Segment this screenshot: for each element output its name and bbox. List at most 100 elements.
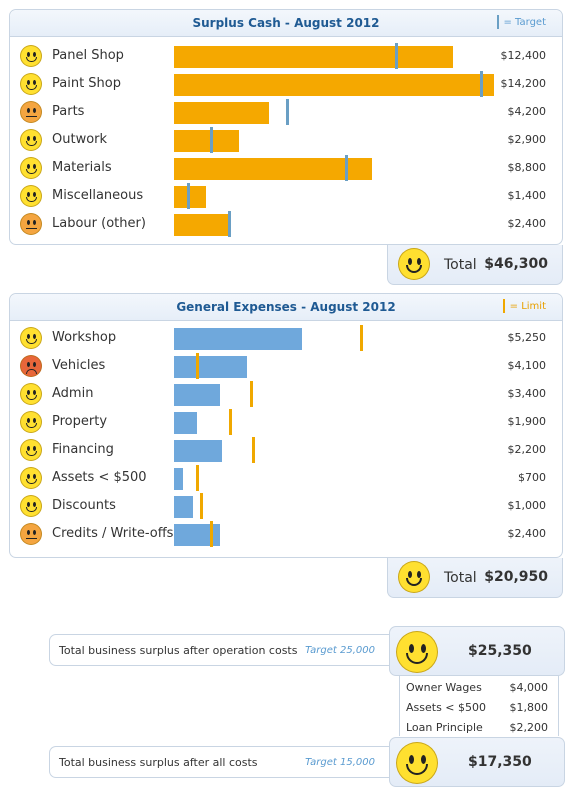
- target-marker: [228, 211, 231, 237]
- value-bar: [174, 384, 220, 406]
- row-paint-shop: Paint Shop $14,200: [10, 70, 562, 98]
- summary-target: Target 15,000: [305, 757, 375, 768]
- panel-header: General Expenses - August 2012 = Limit: [10, 294, 562, 321]
- row-amount: $1,900: [507, 415, 547, 428]
- legend-label: = Target: [503, 17, 547, 28]
- row-amount: $2,900: [507, 133, 547, 146]
- row-label: Panel Shop: [52, 48, 124, 63]
- smiley-happy-icon: [396, 631, 438, 673]
- summary-value: $17,350: [468, 754, 532, 770]
- target-marker: [210, 127, 213, 153]
- value-bar: [174, 468, 183, 490]
- smiley-happy-icon: [20, 129, 42, 151]
- summary-label: Total business surplus after operation c…: [59, 644, 298, 657]
- row-labour-other: Labour (other) $2,400: [10, 210, 562, 238]
- surplus-after-operation-box: $25,350: [389, 626, 565, 676]
- limit-marker: [250, 381, 253, 407]
- row-amount: $1,000: [507, 499, 547, 512]
- row-label: Outwork: [52, 132, 108, 147]
- row-financing: Financing $2,200: [10, 436, 562, 464]
- total-label: Total: [444, 257, 477, 273]
- smiley-sad-icon: [20, 355, 42, 377]
- deduction-label: Assets < $500: [406, 701, 487, 714]
- limit-marker: [210, 521, 213, 547]
- row-label: Financing: [52, 442, 114, 457]
- surplus-after-all-costs-box: $17,350: [389, 737, 565, 787]
- value-bar: [174, 158, 372, 180]
- surplus-total-box: Total $46,300: [387, 245, 563, 285]
- value-bar: [174, 186, 206, 208]
- panel-title: Surplus Cash - August 2012: [192, 16, 380, 30]
- deductions-list: Owner Wages $4,000 Assets < $500 $1,800 …: [399, 676, 559, 736]
- value-bar: [174, 46, 453, 68]
- smiley-happy-icon: [398, 561, 430, 593]
- smiley-happy-icon: [20, 383, 42, 405]
- smiley-happy-icon: [20, 439, 42, 461]
- smiley-neutral-icon: [20, 213, 42, 235]
- row-amount: $8,800: [507, 161, 547, 174]
- smiley-happy-icon: [20, 411, 42, 433]
- smiley-neutral-icon: [20, 523, 42, 545]
- row-label: Labour (other): [52, 216, 146, 231]
- summary-label: Total business surplus after all costs: [59, 756, 258, 769]
- smiley-happy-icon: [20, 73, 42, 95]
- total-value: $46,300: [484, 256, 548, 272]
- row-label: Assets < $500: [52, 470, 147, 485]
- panel-header: Surplus Cash - August 2012 = Target: [10, 10, 562, 37]
- row-discounts: Discounts $1,000: [10, 492, 562, 520]
- row-amount: $3,400: [507, 387, 547, 400]
- value-bar: [174, 328, 302, 350]
- row-admin: Admin $3,400: [10, 380, 562, 408]
- row-outwork: Outwork $2,900: [10, 126, 562, 154]
- value-bar: [174, 440, 222, 462]
- target-marker: [480, 71, 483, 97]
- value-bar: [174, 496, 193, 518]
- deduction-value: $2,200: [509, 721, 549, 734]
- limit-marker: [200, 493, 203, 519]
- deduction-label: Loan Principle: [406, 721, 483, 734]
- row-label: Parts: [52, 104, 85, 119]
- row-parts: Parts $4,200: [10, 98, 562, 126]
- row-label: Admin: [52, 386, 94, 401]
- smiley-happy-icon: [20, 45, 42, 67]
- row-assets-500: Assets < $500 $700: [10, 464, 562, 492]
- row-amount: $2,400: [507, 527, 547, 540]
- target-marker: [286, 99, 289, 125]
- panel-title: General Expenses - August 2012: [176, 300, 396, 314]
- row-workshop: Workshop $5,250: [10, 324, 562, 352]
- limit-marker: [229, 409, 232, 435]
- value-bar: [174, 356, 247, 378]
- target-marker-swatch: [496, 15, 499, 29]
- row-property: Property $1,900: [10, 408, 562, 436]
- smiley-neutral-icon: [20, 101, 42, 123]
- value-bar: [174, 130, 239, 152]
- value-bar: [174, 412, 197, 434]
- value-bar: [174, 214, 228, 236]
- row-label: Materials: [52, 160, 112, 175]
- surplus-after-operation-line: Total business surplus after operation c…: [49, 634, 389, 666]
- row-amount: $2,200: [507, 443, 547, 456]
- row-credits-write-offs: Credits / Write-offs $2,400: [10, 520, 562, 548]
- smiley-happy-icon: [398, 248, 430, 280]
- deduction-row: Loan Principle $2,200: [406, 721, 548, 741]
- limit-marker: [196, 465, 199, 491]
- smiley-happy-icon: [20, 495, 42, 517]
- row-label: Credits / Write-offs: [52, 526, 174, 541]
- row-amount: $1,400: [507, 189, 547, 202]
- deduction-row: Owner Wages $4,000: [406, 681, 548, 701]
- limit-marker-swatch: [502, 299, 505, 313]
- row-amount: $14,200: [500, 77, 547, 90]
- legend-label: = Limit: [509, 301, 546, 312]
- limit-marker: [252, 437, 255, 463]
- value-bar: [174, 524, 220, 546]
- deduction-value: $4,000: [509, 681, 549, 694]
- deduction-row: Assets < $500 $1,800: [406, 701, 548, 721]
- summary-value: $25,350: [468, 643, 532, 659]
- expenses-total-box: Total $20,950: [387, 558, 563, 598]
- smiley-happy-icon: [20, 327, 42, 349]
- row-label: Discounts: [52, 498, 116, 513]
- smiley-happy-icon: [20, 157, 42, 179]
- surplus-cash-panel: Surplus Cash - August 2012 = Target Pane…: [9, 9, 563, 245]
- row-label: Workshop: [52, 330, 117, 345]
- limit-marker: [196, 353, 199, 379]
